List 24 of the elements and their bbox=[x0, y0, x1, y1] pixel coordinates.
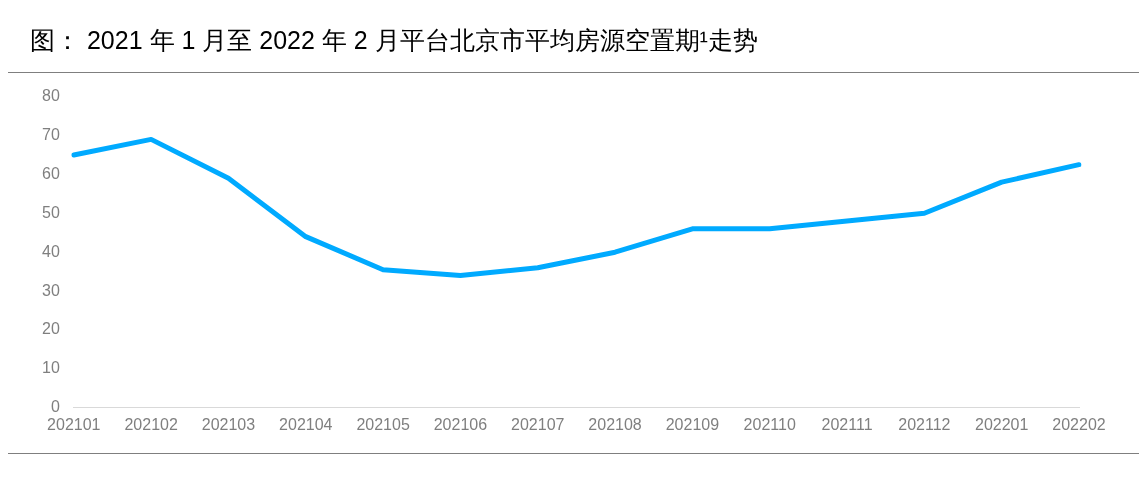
x-tick-label: 202108 bbox=[588, 415, 642, 433]
y-tick-label: 20 bbox=[42, 320, 60, 338]
y-tick-label: 70 bbox=[42, 125, 60, 143]
y-tick-label: 0 bbox=[50, 398, 60, 416]
x-tick-label: 202103 bbox=[201, 415, 256, 433]
x-tick-label: 202104 bbox=[279, 415, 333, 433]
y-tick-label: 50 bbox=[42, 203, 60, 221]
y-tick-label: 10 bbox=[42, 359, 60, 377]
y-tick-label: 30 bbox=[42, 281, 60, 299]
y-tick-label: 40 bbox=[42, 242, 60, 260]
x-tick-label: 202110 bbox=[743, 415, 796, 433]
x-tick-label: 202107 bbox=[511, 415, 565, 433]
x-tick-label: 202202 bbox=[1052, 415, 1106, 433]
x-tick-label: 202201 bbox=[974, 415, 1029, 433]
x-tick-label: 202101 bbox=[47, 415, 101, 433]
y-tick-label: 80 bbox=[42, 87, 60, 105]
x-tick-label: 202111 bbox=[821, 415, 873, 433]
x-tick-label: 202112 bbox=[898, 415, 951, 433]
x-tick-label: 202109 bbox=[665, 415, 720, 433]
y-tick-label: 60 bbox=[42, 164, 60, 182]
x-tick-label: 202102 bbox=[124, 415, 178, 433]
chart-title: 图： 2021 年 1 月至 2022 年 2 月平台北京市平均房源空置期¹走势 bbox=[8, 8, 1139, 73]
x-tick-label: 202105 bbox=[356, 415, 410, 433]
x-tick-label: 202106 bbox=[433, 415, 488, 433]
